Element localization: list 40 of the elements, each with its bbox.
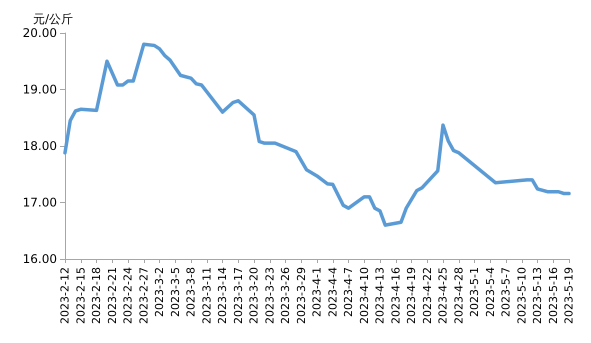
y-tick-label: 19.00	[22, 82, 57, 96]
x-tick-label: 2023-5-16	[546, 267, 560, 324]
x-tick-label: 2023-4-16	[389, 267, 402, 324]
x-tick-label: 2023-2-24	[122, 267, 134, 324]
y-axis-title: 元/公斤	[32, 12, 73, 26]
x-tick-label: 2023-3-20	[248, 267, 260, 324]
x-tick-label: 2023-4-7	[342, 267, 355, 317]
x-tick-label: 2023-3-14	[216, 267, 229, 324]
x-tick-label: 2023-5-1	[468, 267, 481, 317]
y-tick-label: 16.00	[22, 252, 57, 266]
x-tick-label: 2023-3-29	[294, 267, 308, 324]
x-tick-label: 2023-5-4	[484, 267, 497, 317]
x-tick-label: 2023-2-27	[137, 267, 150, 324]
x-tick-label: 2023-3-2	[153, 267, 166, 317]
y-tick-label: 17.00	[22, 196, 57, 210]
x-tick-label: 2023-2-15	[74, 267, 88, 324]
x-tick-label: 2023-4-10	[358, 267, 371, 324]
x-tick-label: 2023-5-7	[500, 267, 512, 317]
y-tick-label: 20.00	[22, 26, 57, 40]
x-tick-label: 2023-4-1	[310, 267, 324, 317]
x-tick-label: 2023-3-8	[184, 267, 198, 317]
y-tick-label: 18.00	[22, 139, 57, 153]
x-tick-label: 2023-4-19	[405, 267, 418, 324]
x-tick-label: 2023-3-23	[263, 267, 276, 324]
x-tick-label: 2023-3-5	[168, 267, 182, 317]
line-series	[63, 42, 571, 227]
x-tick-label: 2023-5-13	[531, 267, 544, 324]
x-tick-label: 2023-4-28	[452, 267, 466, 324]
x-tick-label: 2023-5-10	[515, 267, 528, 324]
x-tick-label: 2023-2-18	[90, 267, 103, 324]
x-tick-label: 2023-5-19	[562, 267, 576, 324]
x-tick-label: 2023-4-22	[420, 267, 434, 324]
x-tick-label: 2023-3-26	[279, 267, 292, 324]
x-tick-label: 2023-4-4	[326, 267, 340, 317]
x-tick-label: 2023-3-11	[200, 267, 214, 324]
x-tick-label: 2023-2-12	[58, 267, 72, 324]
x-tick-label: 2023-3-17	[232, 267, 245, 324]
x-tick-label: 2023-2-21	[106, 267, 119, 324]
x-tick-label: 2023-4-13	[374, 267, 386, 324]
x-tick-label: 2023-4-25	[436, 267, 450, 324]
